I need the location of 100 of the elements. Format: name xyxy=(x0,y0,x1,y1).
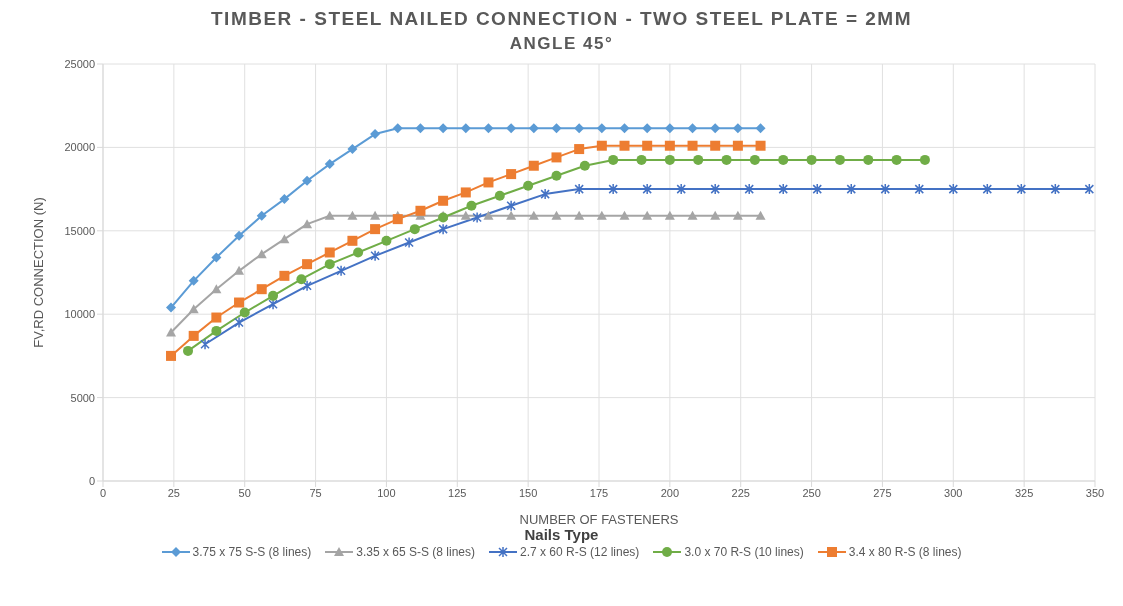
point xyxy=(619,140,630,151)
point xyxy=(574,144,585,155)
point xyxy=(1016,183,1027,195)
point xyxy=(268,298,278,310)
point xyxy=(540,188,550,200)
chart-title: TIMBER - STEEL NAILED CONNECTION - TWO STEEL PLATE = 2MM xyxy=(210,8,913,30)
chart-subtitle: ANGLE 45° xyxy=(508,34,615,54)
point xyxy=(642,210,653,220)
point xyxy=(234,297,245,308)
point xyxy=(574,210,585,220)
point xyxy=(528,160,539,171)
legend-label: 3.4 x 80 R-S (8 lines) xyxy=(847,545,962,559)
point xyxy=(211,284,222,294)
point xyxy=(846,183,856,195)
point xyxy=(710,183,720,195)
point xyxy=(296,274,307,285)
point xyxy=(778,183,788,195)
x-tick-label: 125 xyxy=(448,486,467,499)
x-tick-label: 200 xyxy=(660,486,680,499)
point xyxy=(370,210,381,220)
point xyxy=(676,183,686,195)
point xyxy=(880,183,891,195)
point xyxy=(919,154,930,165)
point xyxy=(438,195,449,206)
point xyxy=(579,160,590,171)
point xyxy=(415,123,426,134)
point xyxy=(370,129,381,140)
point xyxy=(551,170,562,181)
point xyxy=(404,236,414,249)
point xyxy=(347,144,358,155)
point xyxy=(302,219,313,229)
point xyxy=(721,154,732,165)
point xyxy=(211,312,222,323)
point xyxy=(370,250,380,262)
point xyxy=(268,290,279,301)
point xyxy=(483,123,494,134)
point xyxy=(812,183,822,195)
point xyxy=(636,154,647,165)
point xyxy=(863,154,874,165)
point xyxy=(523,180,534,191)
point xyxy=(347,235,358,246)
point xyxy=(755,123,766,134)
x-tick-label: 225 xyxy=(731,486,750,499)
point xyxy=(528,210,539,220)
point xyxy=(302,259,313,270)
point xyxy=(664,210,675,220)
point xyxy=(596,210,607,220)
point xyxy=(664,140,675,151)
point xyxy=(279,194,290,205)
point xyxy=(642,183,652,195)
point xyxy=(506,210,517,220)
x-tick-label: 250 xyxy=(802,486,821,499)
x-tick-label: 75 xyxy=(309,486,322,499)
point xyxy=(466,200,477,211)
point xyxy=(483,177,494,188)
point xyxy=(506,200,516,212)
y-tick-label: 5000 xyxy=(70,391,95,404)
point xyxy=(211,252,222,263)
point xyxy=(438,123,449,134)
point xyxy=(256,249,267,259)
x-tick-label: 325 xyxy=(1014,486,1034,499)
point xyxy=(744,183,754,195)
point xyxy=(710,210,721,220)
y-tick-label: 10000 xyxy=(64,308,95,321)
point xyxy=(392,214,403,225)
point xyxy=(483,210,494,220)
point xyxy=(551,123,562,134)
point xyxy=(302,280,312,292)
point xyxy=(392,123,403,134)
legend-label: 3.0 x 70 R-S (10 lines) xyxy=(683,545,804,559)
point xyxy=(596,123,607,134)
x-tick-label: 25 xyxy=(167,486,180,499)
y-axis-title: FV,RD CONNECTION (N) xyxy=(30,197,46,348)
point xyxy=(732,123,743,134)
point xyxy=(755,140,766,151)
x-tick-label: 150 xyxy=(518,486,538,499)
legend-label: 3.35 x 65 S-S (8 lines) xyxy=(355,545,475,559)
point xyxy=(324,247,335,258)
point xyxy=(234,265,245,275)
point xyxy=(619,210,630,220)
point xyxy=(438,223,448,235)
point xyxy=(687,210,698,220)
point xyxy=(891,154,902,165)
point xyxy=(710,140,721,151)
point xyxy=(687,123,698,134)
point xyxy=(239,307,250,318)
point xyxy=(188,275,199,286)
point xyxy=(551,152,562,163)
x-tick-label: 0 xyxy=(99,486,107,499)
point xyxy=(948,183,959,195)
point xyxy=(755,210,766,220)
point xyxy=(608,154,619,165)
x-tick-label: 275 xyxy=(873,486,892,499)
point xyxy=(506,123,517,134)
point xyxy=(279,234,290,244)
legend-title: Nails Type xyxy=(523,526,600,543)
point xyxy=(1050,183,1061,195)
point xyxy=(693,154,704,165)
point xyxy=(211,325,222,336)
point xyxy=(370,224,381,235)
